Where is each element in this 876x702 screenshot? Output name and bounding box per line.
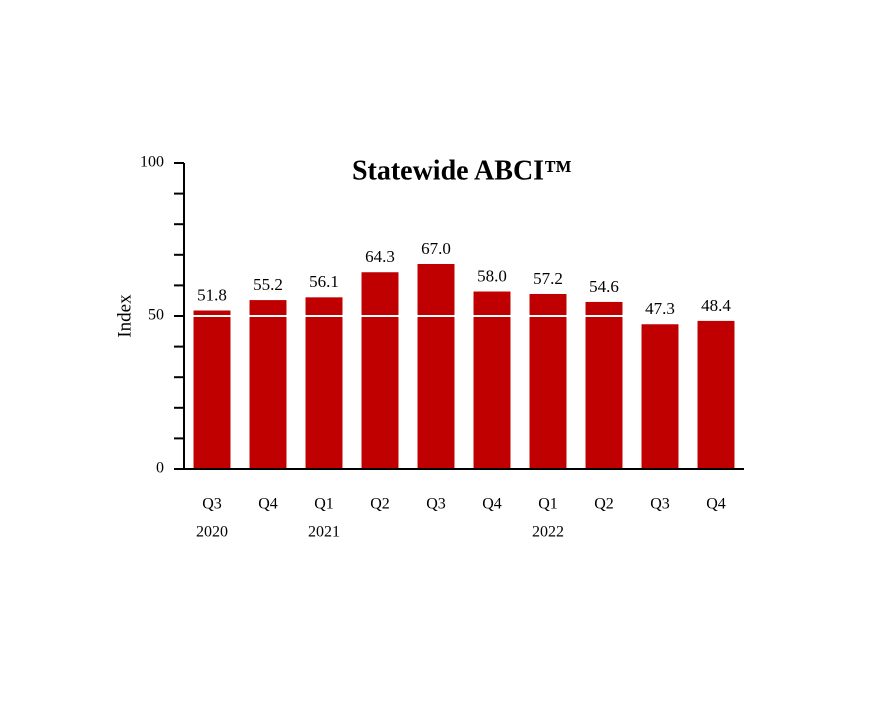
x-tick-label: Q3 xyxy=(650,496,670,513)
value-label: 57.2 xyxy=(533,269,563,288)
year-label: 2020 xyxy=(196,524,228,541)
x-tick-label: Q1 xyxy=(538,496,558,513)
value-label: 48.4 xyxy=(701,296,731,315)
bar xyxy=(417,263,455,469)
value-label: 56.1 xyxy=(309,272,339,291)
x-tick-label: Q2 xyxy=(370,496,390,513)
value-label: 64.3 xyxy=(365,247,395,266)
bar xyxy=(641,324,679,469)
y-tick-label: 100 xyxy=(140,154,164,171)
bar xyxy=(529,293,567,469)
bar xyxy=(305,297,343,469)
x-tick-label: Q3 xyxy=(202,496,222,513)
x-tick-label: Q3 xyxy=(426,496,446,513)
value-label: 67.0 xyxy=(421,239,451,258)
bar xyxy=(473,291,511,469)
year-label: 2021 xyxy=(308,524,340,541)
y-tick-label: 50 xyxy=(148,307,164,324)
bar xyxy=(193,310,231,469)
y-axis-label: Index xyxy=(114,294,135,338)
value-label: 58.0 xyxy=(477,266,507,285)
x-tick-label: Q4 xyxy=(482,496,502,513)
x-tick-label: Q2 xyxy=(594,496,614,513)
bar xyxy=(697,320,735,469)
value-label: 54.6 xyxy=(589,277,619,296)
bar xyxy=(585,301,623,469)
value-label: 51.8 xyxy=(197,285,227,304)
x-tick-label: Q1 xyxy=(314,496,334,513)
x-tick-label: Q4 xyxy=(258,496,278,513)
chart-title: Statewide ABCI™ xyxy=(352,155,572,186)
value-label: 47.3 xyxy=(645,299,675,318)
year-label: 2022 xyxy=(532,524,564,541)
value-label: 55.2 xyxy=(253,275,283,294)
y-tick-label: 0 xyxy=(156,460,164,477)
bar xyxy=(249,300,287,469)
x-tick-label: Q4 xyxy=(706,496,726,513)
bar xyxy=(361,272,399,469)
